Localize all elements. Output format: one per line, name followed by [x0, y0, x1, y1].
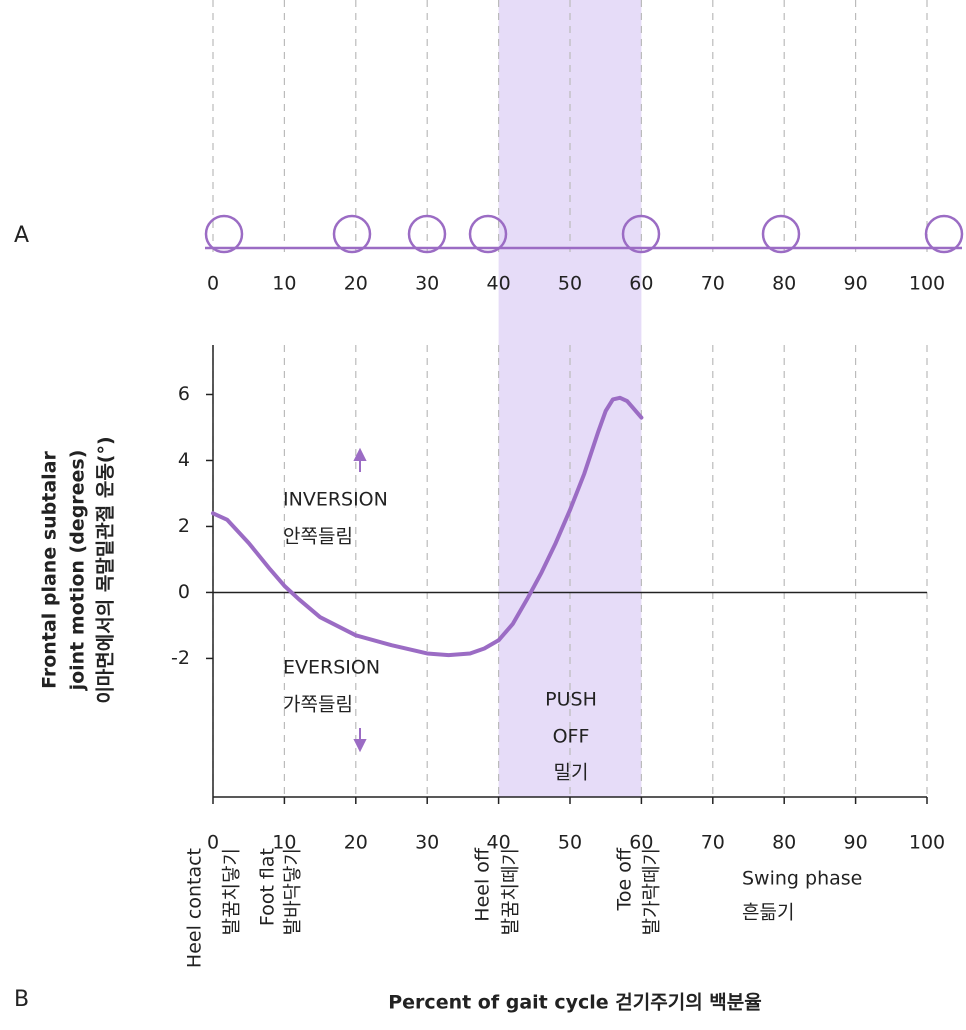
foot-marker — [621, 214, 661, 254]
x-tick-label: 80 — [772, 832, 796, 854]
gait-event-label: Toe off — [614, 847, 636, 911]
gait-event-label: 발꿈치떼기 — [500, 848, 522, 935]
annotation: 밀기 — [554, 762, 589, 784]
x-tick-label: 30 — [415, 832, 439, 854]
x-tick-label: 10 — [272, 832, 296, 854]
gait-event-label: 흔듦기 — [742, 902, 794, 924]
x-tick-label: 40 — [487, 832, 511, 854]
x-tick-label: 0 — [207, 832, 219, 854]
motion-curve — [211, 395, 644, 658]
foot-marker — [204, 214, 244, 254]
x-tick-label: 90 — [844, 832, 868, 854]
gait-event-label: Heel off — [472, 847, 494, 922]
annotation: PUSH — [545, 689, 597, 711]
y-axis-title-line: 이마면에서의 목말밑관절 운동(°) — [95, 436, 117, 703]
gait-event-label: 발가락떼기 — [641, 848, 663, 935]
down-arrow-head — [353, 739, 367, 753]
gait-event-label: 발바닥닿기 — [282, 848, 304, 935]
y-tick-label: 0 — [178, 581, 190, 603]
foot-marker — [332, 214, 372, 254]
x-axis-title: Percent of gait cycle 걷기주기의 백분율 — [388, 992, 762, 1014]
gait-event-label: Heel contact — [184, 848, 206, 968]
annotation: OFF — [553, 726, 590, 748]
gait-event-label: Foot flat — [257, 848, 279, 926]
top-tick-label: 50 — [558, 273, 582, 295]
x-tick-label: 50 — [558, 832, 582, 854]
panel-label: A — [14, 223, 29, 248]
x-tick-label: 20 — [344, 832, 368, 854]
x-tick-label: 60 — [629, 832, 653, 854]
panel-label: B — [14, 987, 29, 1012]
top-tick-label: 40 — [487, 273, 511, 295]
x-tick-label: 100 — [909, 832, 945, 854]
gait-event-label: Swing phase — [742, 868, 862, 890]
y-axis-title-line: Frontal plane subtalar — [39, 451, 61, 689]
top-tick-label: 100 — [909, 273, 945, 295]
annotation: EVERSION — [283, 657, 380, 679]
foot-marker — [468, 214, 508, 254]
foot-marker — [761, 214, 801, 254]
annotation: INVERSION — [283, 489, 388, 511]
x-tick-label: 70 — [701, 832, 725, 854]
top-tick-label: 30 — [415, 273, 439, 295]
foot-marker — [407, 214, 447, 254]
annotation: 가쪽들림 — [283, 694, 353, 716]
top-tick-label: 0 — [207, 273, 219, 295]
foot-marker — [924, 214, 964, 254]
up-arrow-head — [353, 447, 367, 461]
top-tick-label: 60 — [629, 273, 653, 295]
y-axis-title-line: joint motion (degrees) — [67, 450, 89, 692]
gait-event-label: 발꿈치닿기 — [221, 848, 243, 935]
top-tick-label: 80 — [772, 273, 796, 295]
y-axis-title: Frontal plane subtalar joint motion (deg… — [39, 436, 117, 703]
y-tick-label: 6 — [178, 383, 190, 405]
arrows — [353, 447, 367, 753]
y-tick-label: 4 — [178, 449, 190, 471]
annotation: 안쪽들림 — [283, 526, 353, 548]
top-tick-label: 20 — [344, 273, 368, 295]
top-tick-label: 70 — [701, 273, 725, 295]
y-tick-label: -2 — [171, 647, 190, 669]
y-tick-label: 2 — [178, 515, 190, 537]
gait-figures — [204, 214, 964, 254]
top-tick-label: 10 — [272, 273, 296, 295]
top-tick-label: 90 — [844, 273, 868, 295]
